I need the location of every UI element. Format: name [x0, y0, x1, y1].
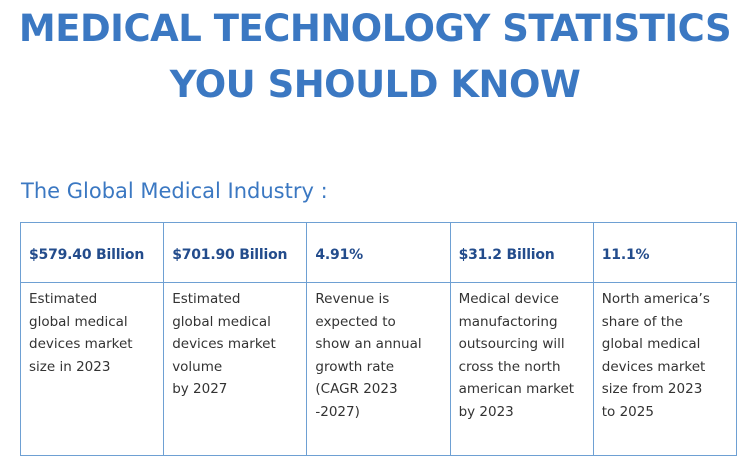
- stat-value-market-volume-2027: $701.90 Billion: [163, 222, 308, 283]
- statistics-table: $579.40 Billion $701.90 Billion 4.91% $3…: [19, 222, 737, 456]
- stat-description-north-america-share: North america’s share of the global medi…: [592, 282, 737, 456]
- stat-value-market-size-2023: $579.40 Billion: [19, 222, 165, 283]
- stat-value-north-america-share: 11.1%: [592, 222, 737, 283]
- page-title-line-2: YOU SHOULD KNOW: [169, 63, 581, 106]
- stat-description-market-volume-2027: Estimated global medical devices market …: [163, 282, 308, 456]
- statistics-description-row: Estimated global medical devices market …: [19, 282, 737, 456]
- section-subtitle: The Global Medical Industry :: [21, 179, 328, 203]
- stat-description-cagr: Revenue is expected to show an annual gr…: [306, 282, 451, 456]
- stat-value-cagr: 4.91%: [306, 222, 451, 283]
- stat-value-outsourcing: $31.2 Billion: [449, 222, 594, 283]
- statistics-header-row: $579.40 Billion $701.90 Billion 4.91% $3…: [19, 222, 737, 283]
- page-title-line-1: MEDICAL TECHNOLOGY STATISTICS: [18, 7, 732, 50]
- stat-description-outsourcing: Medical device manufactoring outsourcing…: [449, 282, 594, 456]
- stat-description-market-size-2023: Estimated global medical devices market …: [19, 282, 165, 456]
